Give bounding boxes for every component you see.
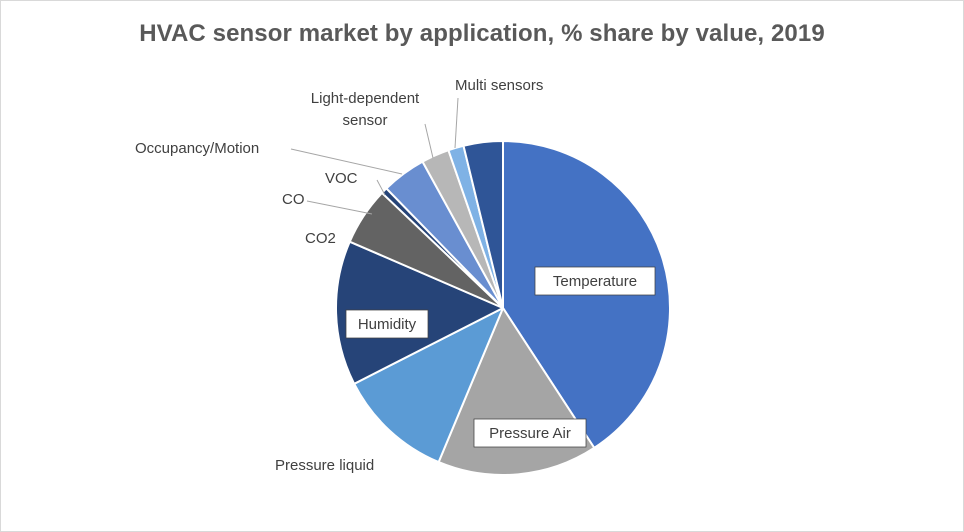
data-label-box-humidity	[345, 309, 429, 339]
data-label-box-pressure-air	[473, 418, 587, 448]
data-label-co2: CO2	[305, 230, 336, 247]
chart-title: HVAC sensor market by application, % sha…	[139, 20, 825, 47]
data-label-humidity: Humidity	[358, 316, 417, 333]
data-label-line: sensor	[342, 112, 387, 129]
leader-line-light-dependent-sensor	[424, 123, 434, 159]
data-label-occupancy-motion: Occupancy/Motion	[135, 140, 259, 157]
data-label-co: CO	[282, 191, 305, 208]
leader-line-multi-sensors	[454, 97, 459, 149]
pie-slice-pressure-liquid	[353, 307, 504, 464]
data-label-temperature: Temperature	[553, 273, 637, 290]
leader-line-co	[306, 200, 373, 215]
data-label-line: Light-dependent	[311, 90, 420, 107]
pie-slice-multi-sensors	[462, 140, 504, 309]
leader-line-voc	[376, 179, 386, 196]
data-label-pressure-air: Pressure Air	[489, 425, 571, 442]
data-label-voc: VOC	[325, 170, 358, 187]
data-label-light-dependent-sensor: Light-dependent sensor	[311, 90, 420, 129]
data-label-pressure-liquid: Pressure liquid	[275, 457, 374, 474]
data-label-box-temperature	[534, 266, 656, 296]
leader-line-occupancy-motion	[290, 148, 403, 175]
data-label-multi-sensors: Multi sensors	[455, 77, 543, 94]
